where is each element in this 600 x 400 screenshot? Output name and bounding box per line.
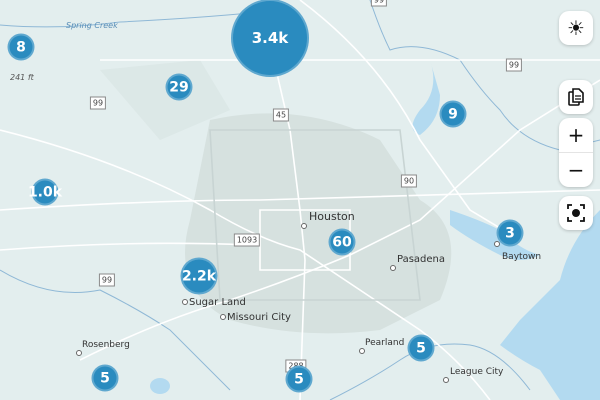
layers-button[interactable] <box>559 80 593 114</box>
city-label-baytown: Baytown <box>502 252 542 262</box>
highway-shield: 99 <box>98 273 116 287</box>
creek-label: Spring Creek <box>66 21 118 30</box>
zoom-controls: + − <box>559 118 593 187</box>
city-label-pasadena: Pasadena <box>397 254 446 265</box>
us-highway-shield: 90 <box>400 174 418 188</box>
cluster-marker[interactable]: 5 <box>407 334 435 362</box>
highway-shield: 1093 <box>233 233 261 247</box>
cluster-marker[interactable]: 29 <box>165 73 193 101</box>
urban-areas <box>100 60 452 334</box>
city-dot <box>301 223 307 229</box>
highway-shield: 99 <box>370 0 388 7</box>
water <box>150 60 600 400</box>
city-dot <box>494 241 500 247</box>
interstate-shield: 45 <box>272 108 290 122</box>
theme-toggle-button[interactable]: ☀ <box>559 11 593 45</box>
highway-shield: 99 <box>89 96 107 110</box>
city-label-missouri-city: Missouri City <box>227 312 291 323</box>
divider <box>559 152 593 153</box>
cluster-marker[interactable]: 3 <box>496 219 524 247</box>
cluster-marker[interactable]: 3.4k <box>231 0 309 77</box>
cluster-marker[interactable]: 9 <box>439 100 467 128</box>
elevation-label: 241 ft <box>10 73 34 82</box>
recenter-icon[interactable] <box>559 196 593 230</box>
city-label-rosenberg: Rosenberg <box>82 340 130 350</box>
city-dot <box>182 299 188 305</box>
city-label-league-city: League City <box>450 367 504 377</box>
highway-shield: 99 <box>505 58 523 72</box>
city-label-pearland: Pearland <box>365 338 405 348</box>
cluster-marker[interactable]: 8 <box>7 33 35 61</box>
cluster-marker[interactable]: 2.2k <box>180 257 218 295</box>
city-dot <box>390 265 396 271</box>
zoom-out-button[interactable]: − <box>567 158 585 182</box>
cluster-marker[interactable]: 5 <box>285 365 313 393</box>
city-label-houston: Houston <box>309 210 355 223</box>
cluster-marker[interactable]: 60 <box>328 228 356 256</box>
cluster-marker[interactable]: 1.0k <box>28 178 62 206</box>
city-dot <box>220 314 226 320</box>
city-dot <box>359 348 365 354</box>
cluster-marker[interactable]: 5 <box>91 364 119 392</box>
sun-icon[interactable]: ☀ <box>567 16 585 40</box>
city-dot <box>443 377 449 383</box>
city-label-sugar-land: Sugar Land <box>189 297 246 308</box>
city-dot <box>76 350 82 356</box>
recenter-button[interactable] <box>559 196 593 230</box>
document-icon[interactable] <box>559 80 593 114</box>
zoom-in-button[interactable]: + <box>567 123 585 147</box>
